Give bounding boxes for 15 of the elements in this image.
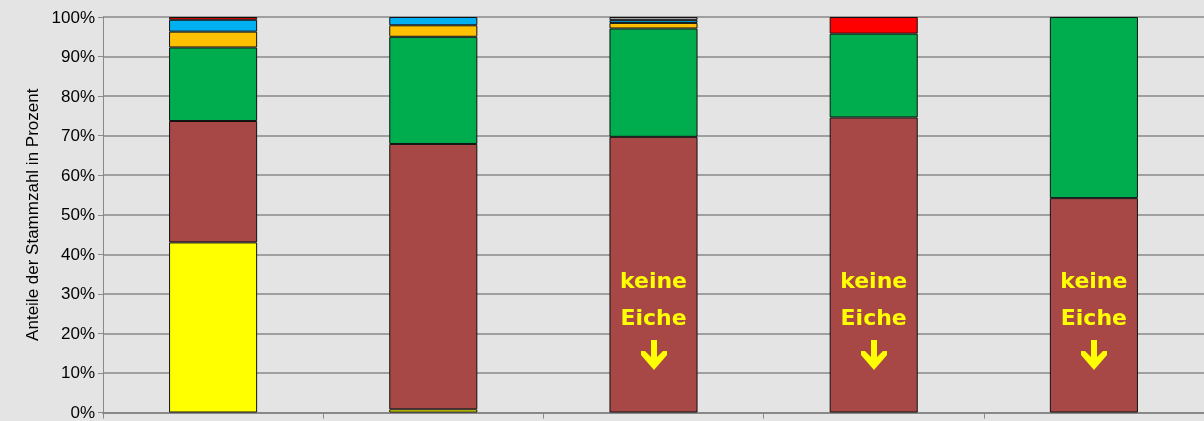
annotation: keine Eiche [618,267,689,333]
y-tick-label: 10% [60,363,95,383]
y-tick-label: 70% [60,126,95,146]
y-tick-label: 100% [51,7,95,27]
annotation: keine Eiche [839,267,909,333]
y-tick-label: 0% [70,403,95,421]
y-tick-label: 90% [60,47,95,67]
y-tick-label: 30% [60,284,95,304]
y-tick-label: 40% [60,244,95,264]
y-tick-label: 60% [60,165,95,185]
y-tick-label: 50% [60,205,95,225]
y-tick-label: 80% [60,86,95,106]
annotation: keine Eiche [1059,267,1129,333]
y-tick-label: 20% [60,323,95,343]
y-axis-title: Anteile der Stammzahl in Prozent [22,88,42,341]
